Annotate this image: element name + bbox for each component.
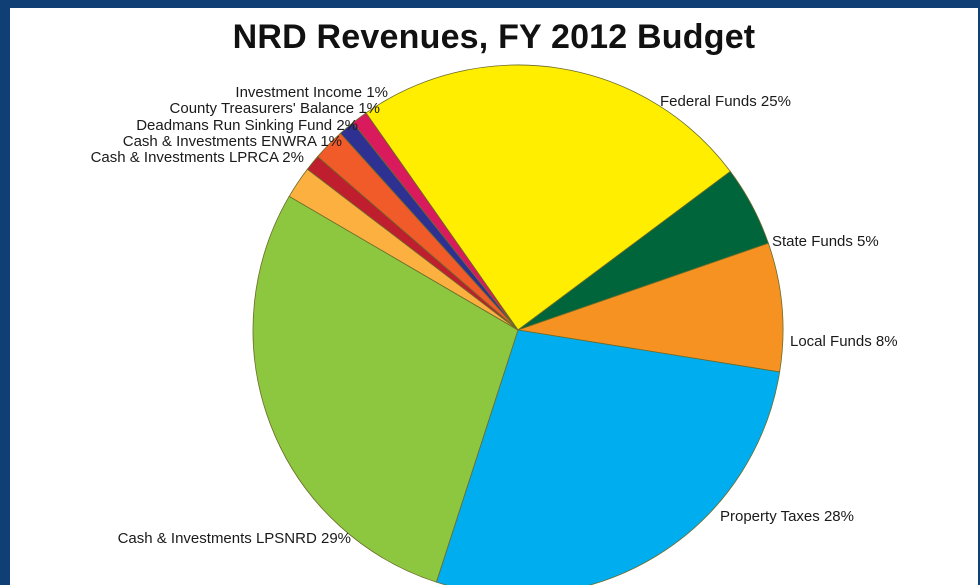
slice-label: Cash & Investments LPRCA 2%	[91, 149, 304, 166]
slice-label: Cash & Investments LPSNRD 29%	[118, 530, 351, 547]
slice-label: Cash & Investments ENWRA 1%	[123, 133, 342, 150]
chart-title: NRD Revenues, FY 2012 Budget	[232, 18, 756, 56]
slice-label: State Funds 5%	[772, 233, 879, 250]
slice-label: Federal Funds 25%	[660, 93, 791, 110]
pie-slice	[252, 195, 519, 583]
pie-slice	[517, 242, 784, 373]
slice-label: Deadmans Run Sinking Fund 2%	[136, 117, 358, 134]
slice-label: County Treasurers' Balance 1%	[170, 100, 380, 117]
pie-slice	[435, 329, 781, 585]
slice-label: Property Taxes 28%	[720, 508, 854, 525]
pie-slice	[365, 64, 731, 331]
slice-label: Local Funds 8%	[790, 333, 898, 350]
pie-slice	[352, 112, 519, 331]
slice-label: Investment Income 1%	[235, 84, 388, 101]
